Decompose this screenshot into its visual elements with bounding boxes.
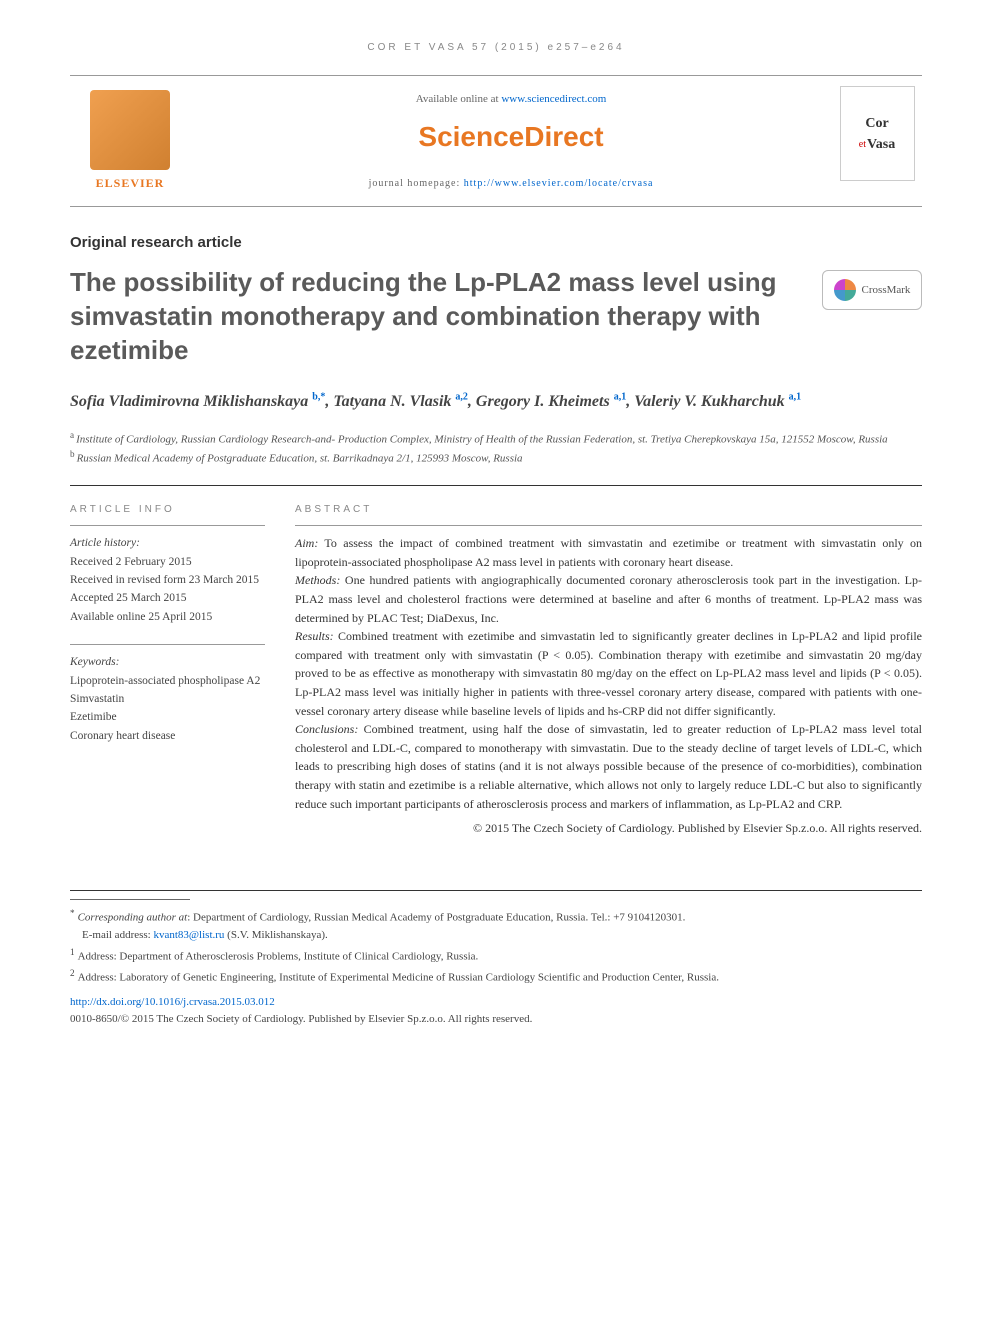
keyword: Ezetimibe bbox=[70, 708, 265, 726]
abstract-results: Results: Combined treatment with ezetimi… bbox=[295, 627, 922, 720]
sciencedirect-brand: ScienceDirect bbox=[418, 116, 603, 158]
publisher-name: ELSEVIER bbox=[96, 174, 165, 192]
journal-cover: Cor et Vasa bbox=[832, 76, 922, 206]
abstract-methods: Methods: One hundred patients with angio… bbox=[295, 571, 922, 627]
main-columns: ARTICLE INFO Article history: Received 2… bbox=[70, 485, 922, 855]
footnote-2: 2Address: Laboratory of Genetic Engineer… bbox=[70, 966, 922, 987]
keyword: Coronary heart disease bbox=[70, 727, 265, 745]
sciencedirect-link[interactable]: www.sciencedirect.com bbox=[501, 93, 606, 105]
email-line: E-mail address: kvant83@list.ru (S.V. Mi… bbox=[70, 927, 922, 945]
doi-link[interactable]: http://dx.doi.org/10.1016/j.crvasa.2015.… bbox=[70, 996, 275, 1008]
article-info-head: ARTICLE INFO bbox=[70, 502, 265, 517]
abstract-column: ABSTRACT Aim: To assess the impact of co… bbox=[295, 502, 922, 855]
cover-image: Cor et Vasa bbox=[840, 86, 915, 181]
publisher-logo: ELSEVIER bbox=[70, 76, 190, 206]
journal-homepage: journal homepage: http://www.elsevier.co… bbox=[369, 176, 654, 191]
abstract-aim: Aim: To assess the impact of combined tr… bbox=[295, 534, 922, 571]
crossmark-icon bbox=[834, 279, 856, 301]
history-revised: Received in revised form 23 March 2015 bbox=[70, 571, 265, 589]
keyword: Lipoprotein-associated phospholipase A2 bbox=[70, 672, 265, 690]
homepage-prefix: journal homepage: bbox=[369, 178, 464, 189]
footnotes: *Corresponding author at: Department of … bbox=[70, 890, 922, 1029]
abstract-conclusions: Conclusions: Combined treatment, using h… bbox=[295, 720, 922, 813]
affiliations: aInstitute of Cardiology, Russian Cardio… bbox=[70, 429, 922, 467]
keywords-label: Keywords: bbox=[70, 653, 265, 671]
abstract-head: ABSTRACT bbox=[295, 502, 922, 517]
abstract-body: Aim: To assess the impact of combined tr… bbox=[295, 525, 922, 837]
keywords-block: Keywords: Lipoprotein-associated phospho… bbox=[70, 644, 265, 745]
cover-et: et bbox=[859, 137, 866, 152]
elsevier-tree-icon bbox=[90, 90, 170, 170]
history-accepted: Accepted 25 March 2015 bbox=[70, 589, 265, 607]
crossmark-label: CrossMark bbox=[862, 282, 911, 299]
article-title: The possibility of reducing the Lp-PLA2 … bbox=[70, 266, 822, 367]
running-head: COR ET VASA 57 (2015) e257–e264 bbox=[70, 40, 922, 55]
history-label: Article history: bbox=[70, 534, 265, 552]
title-row: The possibility of reducing the Lp-PLA2 … bbox=[70, 266, 922, 389]
doi-line: http://dx.doi.org/10.1016/j.crvasa.2015.… bbox=[70, 994, 922, 1012]
keyword: Simvastatin bbox=[70, 690, 265, 708]
email-link[interactable]: kvant83@list.ru bbox=[153, 929, 224, 941]
cover-title-1: Cor bbox=[865, 113, 888, 134]
available-online: Available online at www.sciencedirect.co… bbox=[416, 91, 607, 108]
header-box: ELSEVIER Available online at www.science… bbox=[70, 75, 922, 207]
affiliation-a: aInstitute of Cardiology, Russian Cardio… bbox=[70, 429, 922, 448]
corresponding-author: *Corresponding author at: Department of … bbox=[70, 906, 922, 927]
copyright: © 2015 The Czech Society of Cardiology. … bbox=[295, 819, 922, 837]
authors: Sofia Vladimirovna Miklishanskaya b,*, T… bbox=[70, 389, 922, 415]
header-center: Available online at www.sciencedirect.co… bbox=[190, 76, 832, 206]
available-prefix: Available online at bbox=[416, 93, 502, 105]
history-online: Available online 25 April 2015 bbox=[70, 608, 265, 626]
history-received: Received 2 February 2015 bbox=[70, 553, 265, 571]
cover-title-2: Vasa bbox=[867, 134, 895, 155]
footnote-rule bbox=[70, 899, 190, 900]
affiliation-b: bRussian Medical Academy of Postgraduate… bbox=[70, 448, 922, 467]
article-info-column: ARTICLE INFO Article history: Received 2… bbox=[70, 502, 265, 855]
issn-line: 0010-8650/© 2015 The Czech Society of Ca… bbox=[70, 1011, 922, 1029]
homepage-link[interactable]: http://www.elsevier.com/locate/crvasa bbox=[464, 178, 654, 189]
crossmark-badge[interactable]: CrossMark bbox=[822, 270, 922, 310]
article-history: Article history: Received 2 February 201… bbox=[70, 525, 265, 626]
article-type: Original research article bbox=[70, 232, 922, 255]
footnote-1: 1Address: Department of Atherosclerosis … bbox=[70, 945, 922, 966]
